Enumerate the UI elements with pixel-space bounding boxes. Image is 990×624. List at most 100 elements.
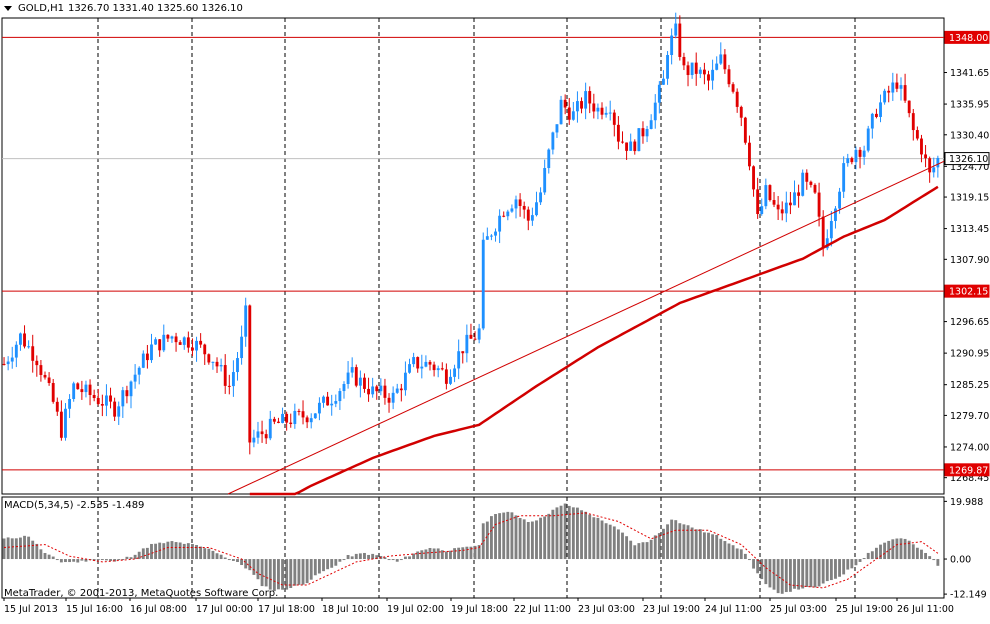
macd-bar (371, 553, 375, 560)
price-tick-label: 1285.25 (950, 380, 989, 391)
candle-body (616, 124, 620, 142)
candle-body (662, 78, 665, 85)
macd-bar (391, 559, 395, 561)
macd-bar (690, 527, 694, 560)
dropdown-arrow-icon[interactable] (4, 6, 12, 11)
candle-body (281, 413, 284, 423)
candle-body (170, 336, 174, 339)
macd-bar (829, 559, 833, 581)
macd-bar (35, 543, 39, 560)
macd-bar (731, 545, 735, 560)
symbol-label: GOLD,H1 (18, 3, 64, 14)
macd-bar (911, 544, 915, 560)
candle-body (797, 192, 801, 196)
candle-body (768, 185, 772, 201)
candle-body (96, 398, 100, 405)
candle-body (334, 401, 338, 404)
macd-bar (584, 511, 588, 560)
macd-bar (535, 520, 538, 560)
macd-bar (453, 548, 457, 560)
macd-bar (363, 552, 366, 560)
macd-bar (821, 559, 825, 584)
macd-bar (256, 559, 260, 580)
time-axis-label: 17 Jul 18:00 (258, 604, 315, 615)
candle-body (358, 377, 362, 386)
candle-body (154, 339, 158, 345)
macd-bar (383, 557, 387, 560)
candle-body (498, 215, 502, 232)
macd-bar (76, 559, 80, 563)
candle-body (838, 191, 841, 209)
macd-bar (817, 559, 821, 587)
macd-bar (793, 559, 796, 589)
candle-body (59, 411, 63, 438)
price-label-box (944, 152, 990, 166)
candle-body (6, 361, 10, 365)
candle-body (27, 346, 31, 348)
macd-bar (342, 559, 346, 561)
macd-bar (625, 536, 629, 560)
macd-bar (416, 551, 420, 560)
time-axis-label: 19 Jul 18:00 (451, 604, 508, 615)
macd-bar (449, 550, 452, 560)
macd-bar (862, 558, 866, 560)
candle-body (367, 388, 370, 395)
macd-bar (580, 510, 583, 560)
candle-body (322, 396, 325, 403)
candle-body (113, 401, 117, 417)
macd-bar (735, 548, 739, 560)
macd-bar (412, 553, 416, 560)
candle-body (453, 368, 457, 377)
candle-body (436, 368, 440, 371)
macd-bar (109, 559, 112, 561)
macd-bar (289, 559, 293, 588)
candle-body (686, 65, 690, 76)
candle-body (870, 113, 874, 129)
macd-bar (764, 559, 768, 585)
macd-bar (616, 529, 620, 560)
macd-bar (702, 532, 706, 560)
macd-bar (838, 559, 841, 577)
macd-bar (899, 538, 903, 560)
candle-body (375, 386, 379, 392)
candle-body (55, 401, 59, 412)
candle-body (80, 389, 84, 393)
macd-bar (662, 528, 665, 560)
macd-bar (59, 559, 63, 563)
macd-bar (121, 559, 125, 561)
candle-body (780, 209, 784, 214)
candle-body (309, 418, 313, 423)
macd-panel-border (1, 496, 945, 599)
candle-body (829, 220, 833, 239)
main-panel-border (1, 17, 945, 495)
macd-bar (743, 553, 747, 560)
macd-bar (723, 541, 727, 560)
macd-bar (809, 559, 813, 588)
macd-bar (666, 524, 669, 560)
candle-body (301, 411, 305, 418)
candle-body (887, 90, 891, 93)
macd-bar (350, 556, 354, 560)
candle-body (535, 202, 538, 216)
candle-body (354, 367, 358, 386)
candle-body (465, 334, 469, 354)
macd-bar (191, 543, 194, 560)
candle-body (510, 208, 514, 212)
price-label-box (944, 30, 990, 44)
candle-body (223, 365, 227, 386)
candle-body (47, 377, 51, 384)
candle-body (748, 142, 751, 167)
candle-body (260, 431, 264, 435)
candle-body (731, 84, 735, 92)
candle-body (580, 101, 583, 109)
candle-body (203, 344, 207, 355)
macd-bar (641, 542, 645, 560)
macd-bar (711, 534, 715, 560)
candle-body (682, 56, 686, 66)
macd-bar (678, 523, 682, 560)
macd-bar (39, 549, 43, 560)
candle-body (698, 69, 702, 74)
candle-body (277, 421, 280, 423)
